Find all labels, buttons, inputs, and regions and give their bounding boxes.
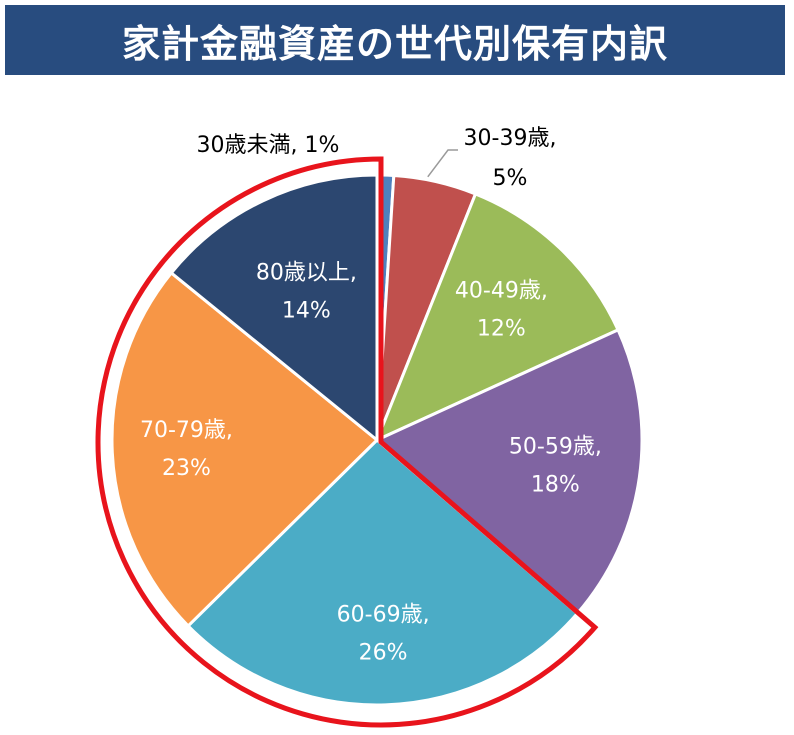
slice-category-label-40-49歳: 40-49歳, [455,279,548,304]
pie-slices [110,173,644,707]
title-bar: 家計金融資産の世代別保有内訳 [5,5,785,75]
slice-value-label-30-39歳: 5% [493,166,528,191]
pie-slice-70-79歳 [110,270,380,629]
slice-category-label-60-69歳: 60-69歳, [337,602,430,627]
chart-title: 家計金融資産の世代別保有内訳 [121,21,668,66]
slice-value-label-40-49歳: 12% [477,317,526,342]
slice-category-label-30-39歳: 30-39歳, [464,126,557,151]
pie-slice-50-59歳 [374,327,644,616]
pie-slice-60-69歳 [186,437,580,707]
slice-value-label-60-69歳: 26% [359,640,408,665]
leader-line-30-39 [427,149,458,178]
slice-value-label-80歳以上: 14% [282,299,331,324]
pie-slice-80歳以上 [169,173,379,444]
highlight-outline [95,156,599,728]
slice-value-label-50-59歳: 18% [531,473,580,498]
pie-slice-40-49歳 [374,192,621,443]
slice-label-30歳未満: 30歳未満, 1% [197,133,340,158]
pie-labels: 30歳未満, 1% 30-39歳, 5% 40-49歳, 12% 50-59歳, 18% 60… [140,126,602,665]
slice-category-label-80歳以上: 80歳以上, [256,261,357,286]
slice-category-label-50-59歳: 50-59歳, [509,435,602,460]
slice-category-label-70-79歳: 70-79歳, [140,418,233,443]
slice-value-label-70-79歳: 23% [162,456,211,481]
